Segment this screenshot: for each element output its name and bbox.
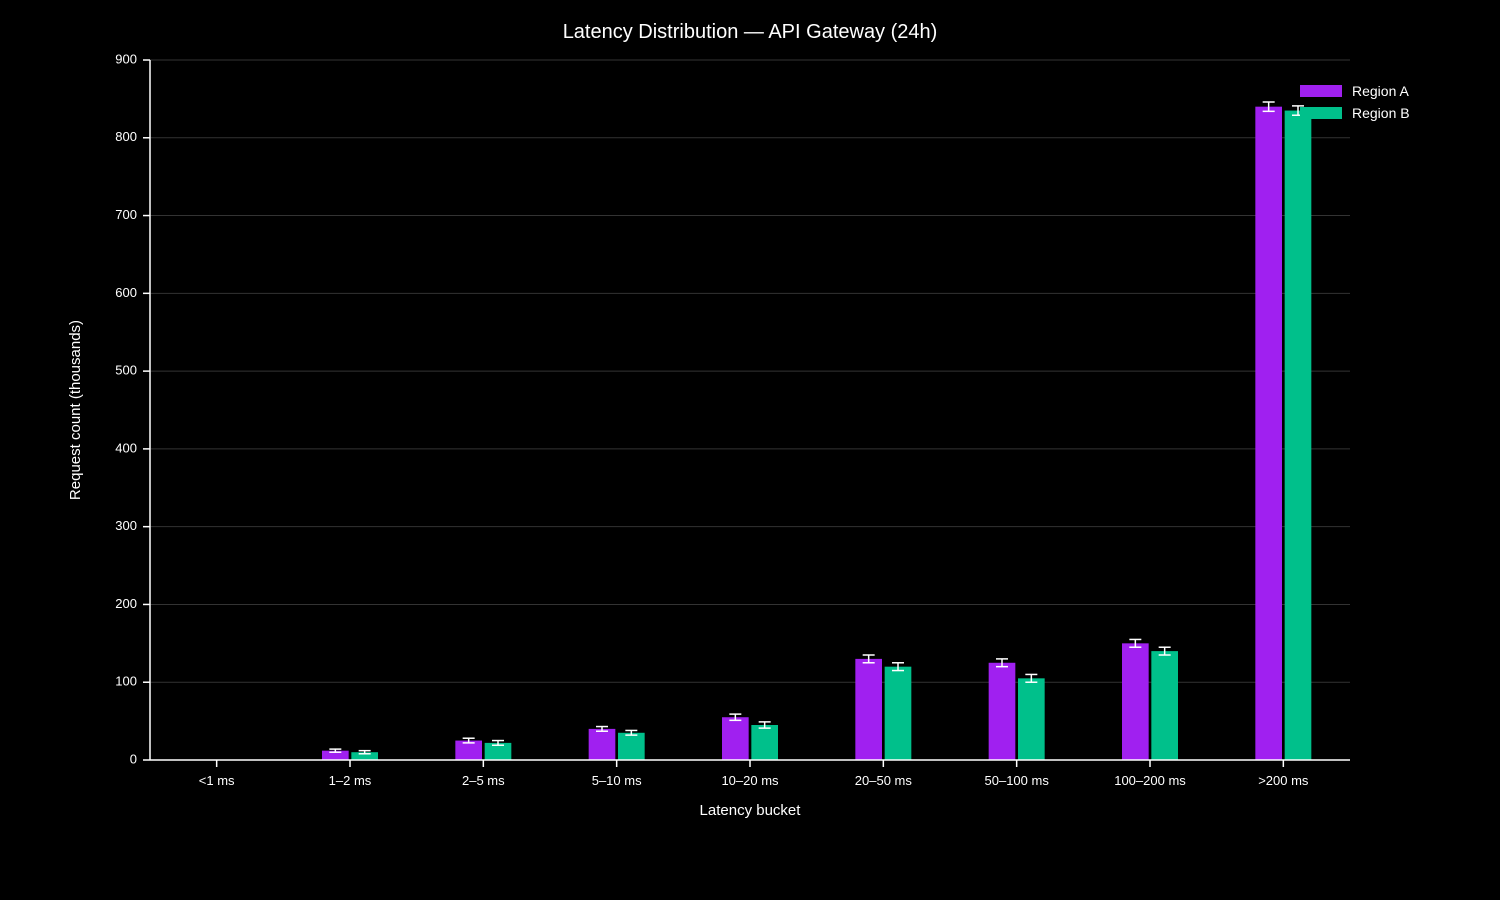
y-axis-label: Request count (thousands) <box>67 320 84 500</box>
x-tick-label: 50–100 ms <box>985 773 1050 788</box>
chart-title: Latency Distribution — API Gateway (24h) <box>563 21 938 43</box>
x-tick-label: 2–5 ms <box>462 773 505 788</box>
x-tick-label: 10–20 ms <box>721 773 779 788</box>
y-tick-label: 0 <box>130 751 137 766</box>
bar-series-b <box>1151 651 1178 760</box>
legend-swatch <box>1300 107 1342 119</box>
bar-series-a <box>855 659 882 760</box>
x-tick-label: <1 ms <box>199 773 235 788</box>
x-tick-label: >200 ms <box>1258 773 1309 788</box>
x-tick-label: 5–10 ms <box>592 773 642 788</box>
y-tick-label: 100 <box>115 674 137 689</box>
x-tick-label: 20–50 ms <box>855 773 913 788</box>
y-tick-label: 200 <box>115 596 137 611</box>
x-axis-label: Latency bucket <box>700 802 802 819</box>
bar-series-a <box>1255 107 1282 760</box>
bar-series-b <box>1018 678 1045 760</box>
bar-series-a <box>589 729 616 760</box>
bar-series-b <box>751 725 778 760</box>
y-tick-label: 900 <box>115 51 137 66</box>
y-tick-label: 700 <box>115 207 137 222</box>
latency-bar-chart: 0 100 200 300 400 500 600 700 800 900 <1 ms 1–2 ms 2… <box>0 0 1500 900</box>
bar-series-a <box>722 717 749 760</box>
x-tick-label: 1–2 ms <box>329 773 372 788</box>
legend-swatch <box>1300 85 1342 97</box>
legend-label: Region A <box>1352 83 1409 99</box>
x-tick-label: 100–200 ms <box>1114 773 1186 788</box>
legend-label: Region B <box>1352 105 1410 121</box>
bar-series-a <box>1122 643 1149 760</box>
y-tick-label: 300 <box>115 518 137 533</box>
bar-series-b <box>885 667 912 760</box>
bar-series-b <box>1285 111 1312 760</box>
y-tick-label: 500 <box>115 363 137 378</box>
y-tick-label: 800 <box>115 129 137 144</box>
bar-series-a <box>989 663 1016 760</box>
bar-series-b <box>618 733 645 760</box>
y-tick-label: 600 <box>115 285 137 300</box>
y-tick-label: 400 <box>115 440 137 455</box>
